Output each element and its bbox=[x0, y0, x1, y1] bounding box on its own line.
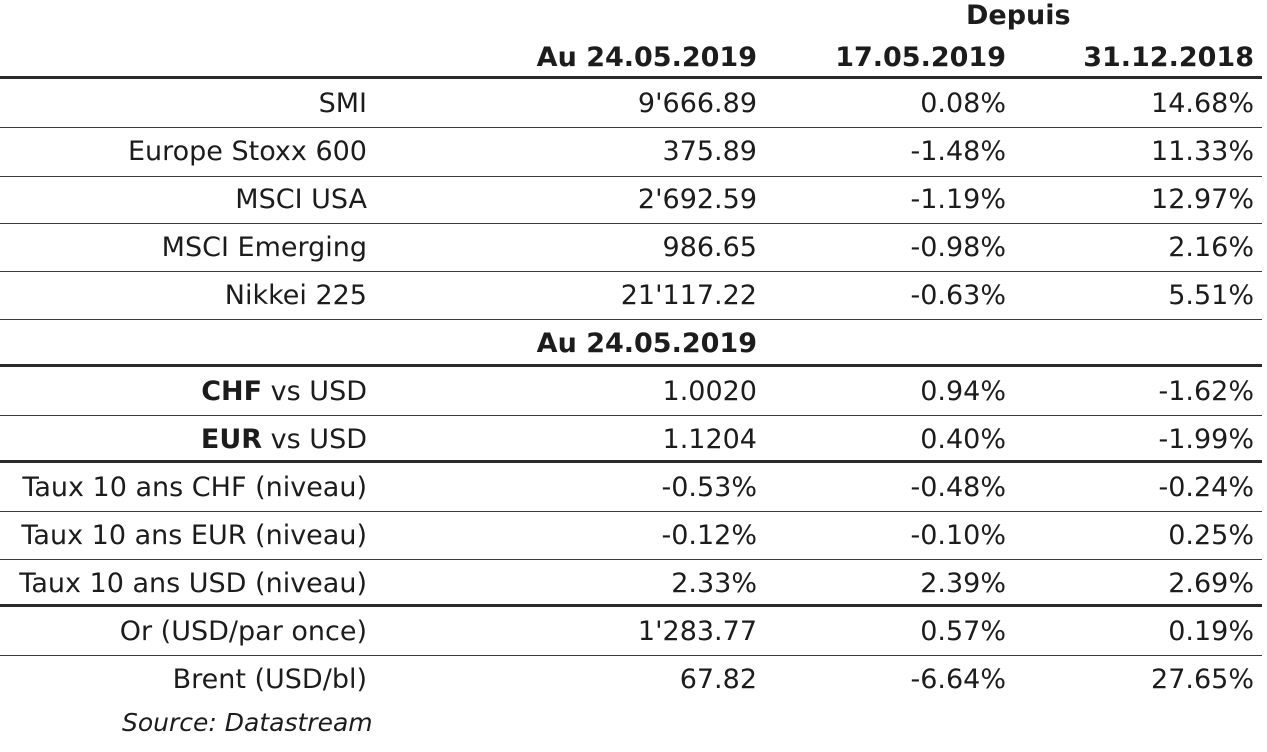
row-change-ytd: -1.99% bbox=[1158, 424, 1254, 455]
row-change-week: -0.48% bbox=[910, 472, 1006, 503]
table-row: CHF vs USD 1.0020 0.94% -1.62% bbox=[0, 368, 1262, 416]
row-level: 9'666.89 bbox=[637, 88, 757, 119]
row-divider bbox=[0, 655, 1262, 656]
row-change-ytd: 12.97% bbox=[1151, 184, 1254, 215]
table-row: SMI 9'666.89 0.08% 14.68% bbox=[0, 80, 1262, 128]
row-divider bbox=[0, 415, 1262, 416]
row-change-ytd: 5.51% bbox=[1168, 280, 1254, 311]
table-row: Europe Stoxx 600 375.89 -1.48% 11.33% bbox=[0, 128, 1262, 176]
row-label: Taux 10 ans EUR (niveau) bbox=[21, 520, 367, 551]
section-divider bbox=[0, 364, 1262, 367]
row-change-week: -6.64% bbox=[910, 664, 1006, 695]
row-label: Brent (USD/bl) bbox=[172, 664, 367, 695]
row-label: Europe Stoxx 600 bbox=[127, 136, 367, 167]
section-divider bbox=[0, 460, 1262, 463]
row-level: 1.0020 bbox=[662, 376, 757, 407]
table-row: Taux 10 ans EUR (niveau) -0.12% -0.10% 0… bbox=[0, 512, 1262, 560]
section-header-row: Au 24.05.2019 bbox=[0, 320, 1262, 368]
row-change-ytd: 2.69% bbox=[1168, 568, 1254, 599]
row-label: Nikkei 225 bbox=[224, 280, 367, 311]
row-change-week: 0.57% bbox=[920, 616, 1006, 647]
row-level: 1'283.77 bbox=[637, 616, 757, 647]
table-row: Or (USD/par once) 1'283.77 0.57% 0.19% bbox=[0, 608, 1262, 656]
row-change-week: 2.39% bbox=[920, 568, 1006, 599]
table-row: Taux 10 ans USD (niveau) 2.33% 2.39% 2.6… bbox=[0, 560, 1262, 608]
table-row: EUR vs USD 1.1204 0.40% -1.99% bbox=[0, 416, 1262, 464]
header-depuis: Depuis bbox=[966, 0, 1071, 31]
row-change-ytd: 0.25% bbox=[1168, 520, 1254, 551]
section-divider bbox=[0, 604, 1262, 607]
row-level: 67.82 bbox=[679, 664, 757, 695]
row-label: CHF vs USD bbox=[0, 368, 367, 416]
table-row: Nikkei 225 21'117.22 -0.63% 5.51% bbox=[0, 272, 1262, 320]
row-level: 1.1204 bbox=[662, 424, 757, 455]
section-date: Au 24.05.2019 bbox=[536, 328, 757, 359]
row-divider bbox=[0, 127, 1262, 128]
row-change-ytd: 0.19% bbox=[1168, 616, 1254, 647]
row-change-week: 0.08% bbox=[920, 88, 1006, 119]
row-change-ytd: 27.65% bbox=[1151, 664, 1254, 695]
row-divider bbox=[0, 511, 1262, 512]
row-divider bbox=[0, 176, 1262, 177]
table-row: MSCI Emerging 986.65 -0.98% 2.16% bbox=[0, 224, 1262, 272]
row-change-ytd: 2.16% bbox=[1168, 232, 1254, 263]
header-divider bbox=[0, 76, 1262, 79]
row-level: 375.89 bbox=[662, 136, 757, 167]
currency-code: CHF bbox=[201, 376, 263, 407]
table-row: MSCI USA 2'692.59 -1.19% 12.97% bbox=[0, 176, 1262, 224]
source-note: Source: Datastream bbox=[122, 708, 373, 737]
row-change-ytd: 11.33% bbox=[1151, 136, 1254, 167]
row-label: Taux 10 ans CHF (niveau) bbox=[22, 472, 367, 503]
currency-pair-suffix: vs USD bbox=[262, 424, 367, 455]
row-divider bbox=[0, 319, 1262, 320]
row-change-week: -0.10% bbox=[910, 520, 1006, 551]
table-row: Brent (USD/bl) 67.82 -6.64% 27.65% bbox=[0, 656, 1262, 704]
row-change-ytd: -0.24% bbox=[1158, 472, 1254, 503]
row-level: 2.33% bbox=[671, 568, 757, 599]
row-label: Taux 10 ans USD (niveau) bbox=[19, 568, 367, 599]
row-level: 986.65 bbox=[662, 232, 757, 263]
row-divider bbox=[0, 223, 1262, 224]
row-change-week: -1.19% bbox=[910, 184, 1006, 215]
row-level: -0.53% bbox=[661, 472, 757, 503]
row-change-week: 0.94% bbox=[920, 376, 1006, 407]
header-col-week: 17.05.2019 bbox=[835, 42, 1006, 73]
row-divider bbox=[0, 559, 1262, 560]
row-label: SMI bbox=[318, 88, 367, 119]
table-row: Taux 10 ans CHF (niveau) -0.53% -0.48% -… bbox=[0, 464, 1262, 512]
row-divider bbox=[0, 271, 1262, 272]
header-col-date: Au 24.05.2019 bbox=[536, 42, 757, 73]
row-label: MSCI Emerging bbox=[161, 232, 367, 263]
row-change-ytd: 14.68% bbox=[1151, 88, 1254, 119]
currency-code: EUR bbox=[200, 424, 263, 455]
row-level: 2'692.59 bbox=[637, 184, 757, 215]
row-change-week: -0.63% bbox=[910, 280, 1006, 311]
header-col-ytd: 31.12.2018 bbox=[1083, 42, 1254, 73]
row-change-ytd: -1.62% bbox=[1158, 376, 1254, 407]
row-change-week: -1.48% bbox=[910, 136, 1006, 167]
currency-pair-suffix: vs USD bbox=[262, 376, 367, 407]
row-label: EUR vs USD bbox=[0, 416, 367, 464]
row-level: -0.12% bbox=[661, 520, 757, 551]
row-change-week: -0.98% bbox=[910, 232, 1006, 263]
row-label: Or (USD/par once) bbox=[119, 616, 367, 647]
row-level: 21'117.22 bbox=[620, 280, 757, 311]
row-change-week: 0.40% bbox=[920, 424, 1006, 455]
row-label: MSCI USA bbox=[235, 184, 367, 215]
